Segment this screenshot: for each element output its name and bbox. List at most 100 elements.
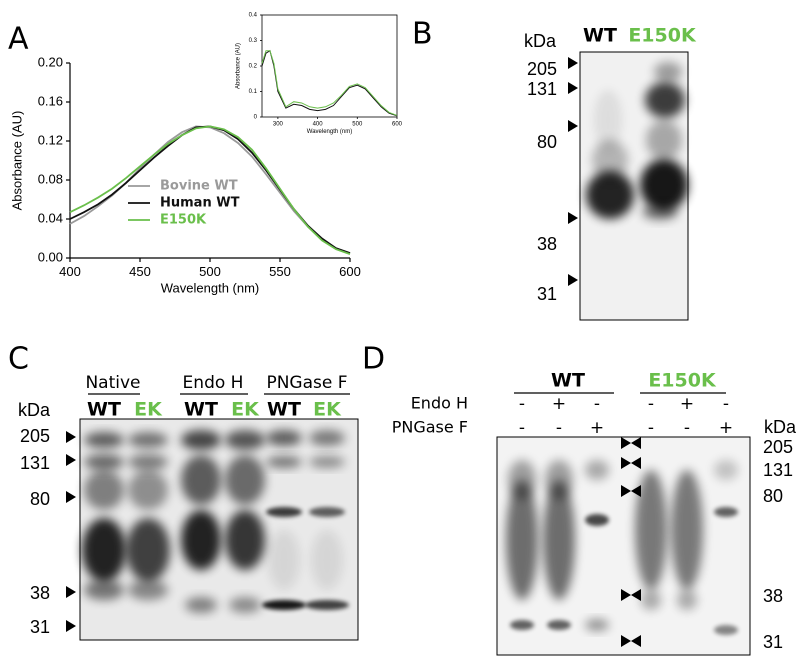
gel-band [592, 140, 628, 180]
marker-label: 80 [763, 486, 783, 506]
y-tick-label: 0.3 [249, 38, 258, 44]
treatment-sign: - [648, 418, 654, 438]
treatment-sign: - [684, 418, 690, 438]
lane-label: EK [134, 399, 163, 421]
marker-arrow [66, 491, 76, 503]
gel-band [635, 470, 667, 590]
gel-band [714, 507, 738, 517]
gel-band [266, 507, 302, 517]
y-axis-label: Absorbance (AU) [9, 111, 24, 211]
treatment-label: Endo H [411, 394, 468, 413]
gel-band [510, 620, 534, 630]
treatment-label: PNGase F [392, 418, 468, 437]
gel-band [181, 510, 221, 570]
gel-band [714, 460, 738, 480]
x-tick-label: 600 [339, 264, 361, 279]
gel-band [225, 430, 265, 450]
treatment-sign: - [519, 418, 525, 438]
marker-arrow [568, 57, 578, 69]
marker-arrow [621, 635, 631, 647]
gel-band [128, 470, 168, 510]
marker-arrow [631, 589, 641, 601]
y-tick-label: 0.04 [38, 210, 63, 225]
y-tick-label: 0.08 [38, 171, 63, 186]
marker-arrow [66, 586, 76, 598]
marker-arrow [66, 431, 76, 443]
gel-d [496, 436, 751, 656]
treatment-sign: - [519, 394, 525, 414]
gel-band [128, 454, 168, 470]
y-tick-label: 0.00 [38, 249, 63, 264]
marker-arrow [568, 82, 578, 94]
treatment-sign: - [556, 418, 562, 438]
gel-band [84, 432, 124, 448]
marker-arrow [568, 212, 578, 224]
gel-band [585, 619, 609, 631]
x-tick-label: 500 [199, 264, 221, 279]
gel-band [229, 597, 261, 613]
x-tick-label: 600 [392, 121, 403, 127]
lane-label: WT [184, 399, 218, 421]
marker-label: 205 [763, 437, 793, 457]
gel-band [545, 460, 573, 500]
gel-band [84, 454, 124, 470]
marker-label: 205 [527, 59, 557, 79]
gel-band [84, 470, 124, 510]
group-label: E150K [648, 370, 717, 392]
group-label: PNGase F [266, 373, 347, 393]
marker-label: 31 [537, 284, 557, 304]
group-label: WT [551, 370, 585, 392]
gel-band [225, 455, 265, 505]
treatment-sign: + [590, 418, 604, 438]
y-tick-label: 0.2 [249, 64, 258, 70]
marker-label: 38 [30, 583, 50, 603]
treatment-sign: + [680, 394, 694, 414]
gel-band [128, 432, 168, 448]
lane-label: WT [583, 25, 617, 47]
treatment-sign: + [552, 394, 566, 414]
lane-label: EK [313, 399, 342, 421]
gel-band [677, 590, 697, 610]
gel-band [311, 530, 343, 590]
gel-band [586, 171, 634, 219]
gel-band [305, 600, 349, 610]
gel-band [266, 456, 302, 468]
gel-band [181, 430, 221, 450]
gel-band [84, 580, 124, 600]
gel-band [309, 507, 345, 517]
group-label: Native [85, 373, 140, 393]
marker-arrow [66, 620, 76, 632]
marker-label: 31 [30, 617, 50, 637]
gel-band [585, 460, 609, 480]
y-tick-label: 0.20 [38, 54, 63, 69]
x-axis-label: Wavelength (nm) [307, 129, 352, 135]
marker-label: 38 [763, 586, 783, 606]
gel-band [506, 480, 538, 600]
x-tick-label: 500 [352, 121, 363, 127]
y-tick-label: 0 [254, 115, 258, 121]
marker-arrow [66, 454, 76, 466]
gel-images [79, 51, 751, 656]
marker-label: 131 [20, 453, 50, 473]
gel-band [262, 600, 306, 610]
panel-label: D [362, 342, 385, 377]
gel-band [181, 455, 221, 505]
treatment-sign: - [723, 394, 729, 414]
marker-arrow [621, 437, 631, 449]
gel-band [654, 62, 682, 82]
panel-label: A [8, 22, 29, 57]
gel-band [225, 510, 265, 570]
marker-arrow [631, 485, 641, 497]
marker-label: 31 [763, 632, 783, 652]
data-line [69, 125, 351, 255]
treatment-sign: + [719, 418, 733, 438]
marker-arrow [568, 274, 578, 286]
gel-band [585, 514, 609, 526]
marker-label: 80 [537, 132, 557, 152]
marker-arrow [621, 485, 631, 497]
gel-band [266, 430, 302, 446]
y-tick-label: 0.12 [38, 132, 63, 147]
y-axis-label: Absorbance (AU) [236, 43, 242, 89]
gel-band [268, 530, 300, 590]
